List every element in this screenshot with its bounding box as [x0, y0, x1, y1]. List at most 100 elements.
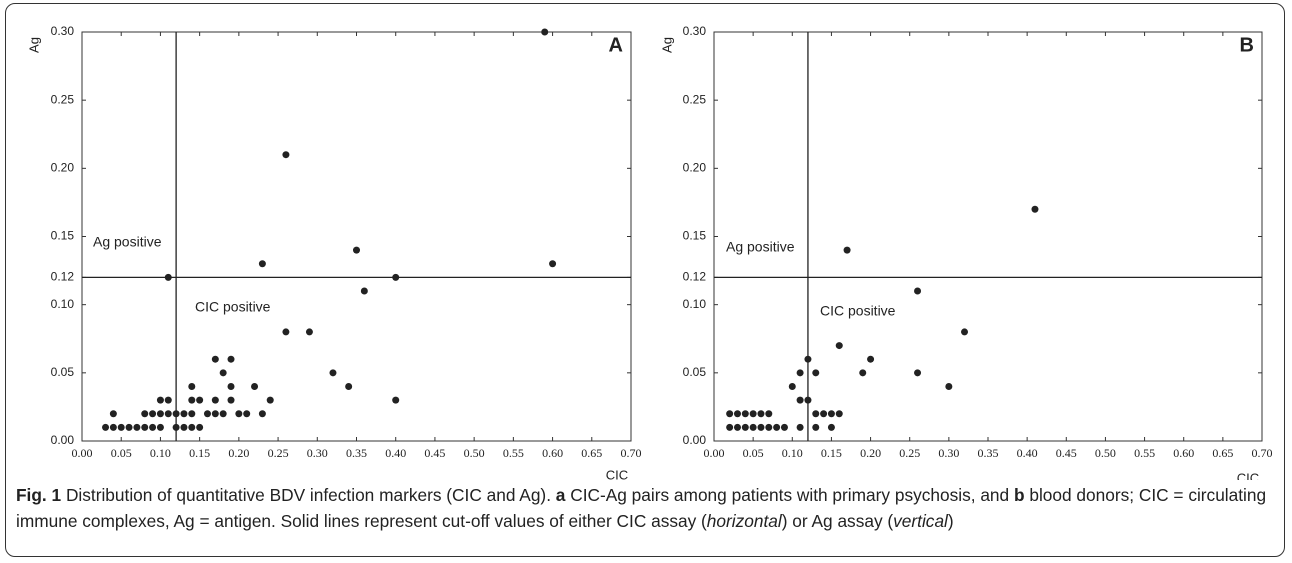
caption-text: blood donors; CIC = circulating immune c… — [16, 485, 1267, 531]
data-point — [733, 410, 741, 418]
x-tick-label: 0.20 — [228, 446, 249, 460]
caption-text: ) or Ag assay ( — [781, 511, 894, 531]
x-tick-label: 0.10 — [782, 446, 803, 460]
x-tick-label: 0.30 — [307, 446, 328, 460]
data-point — [156, 410, 164, 418]
data-point — [796, 423, 804, 431]
data-point — [141, 410, 149, 418]
annotation: CIC positive — [195, 299, 271, 315]
data-point — [765, 423, 773, 431]
y-tick-label: 0.30 — [683, 24, 707, 38]
data-point — [541, 28, 549, 36]
data-point — [188, 382, 196, 390]
data-point — [360, 287, 368, 295]
y-tick-label: 0.00 — [51, 433, 75, 447]
data-point — [282, 151, 290, 159]
data-point — [345, 382, 353, 390]
x-tick-label: 0.00 — [72, 446, 93, 460]
data-point — [827, 423, 835, 431]
y-tick-label: 0.15 — [683, 229, 707, 243]
caption-text: ) — [947, 511, 954, 531]
plot-frame — [81, 31, 632, 442]
plot-frame — [713, 31, 1263, 442]
data-point — [227, 355, 235, 363]
data-point — [353, 246, 360, 254]
data-point — [251, 382, 259, 390]
data-point — [796, 369, 804, 377]
y-tick-label: 0.05 — [683, 365, 707, 379]
x-tick-label: 0.25 — [899, 446, 920, 460]
y-tick-label: 0.12 — [51, 270, 75, 284]
annotation: CIC positive — [820, 303, 896, 319]
data-point — [843, 246, 851, 254]
data-point — [109, 410, 117, 418]
data-point — [188, 396, 196, 404]
x-tick-label: 0.50 — [464, 446, 485, 460]
data-point — [757, 410, 765, 418]
data-point — [172, 410, 180, 418]
caption-label: Fig. 1 — [16, 485, 62, 505]
x-tick-label: 0.35 — [978, 446, 999, 460]
caption: Fig. 1 Distribution of quantitative BDV … — [16, 482, 1278, 534]
data-point — [305, 328, 313, 336]
caption-italic: vertical — [893, 511, 948, 531]
data-point — [133, 423, 141, 431]
x-tick-label: 0.45 — [1056, 446, 1077, 460]
x-tick-label: 0.70 — [621, 446, 642, 460]
y-tick-label: 0.05 — [51, 365, 75, 379]
data-point — [196, 423, 204, 431]
data-point — [188, 423, 196, 431]
data-point — [741, 410, 749, 418]
y-tick-label: 0.12 — [683, 270, 707, 284]
figure: 0.00 0.05 0.10 0.15 0.20 0.25 0.30 0.35 0.40 0.45… — [26, 24, 1272, 480]
data-point — [804, 355, 812, 363]
data-point — [796, 396, 804, 404]
caption-text: CIC-Ag pairs among patients with primary… — [565, 485, 1014, 505]
data-point — [219, 410, 227, 418]
data-point — [282, 328, 290, 336]
data-point — [164, 396, 172, 404]
data-point — [164, 273, 172, 281]
data-point — [788, 382, 796, 390]
x-tick-label: 0.55 — [503, 446, 524, 460]
x-tick-label: 0.15 — [189, 446, 210, 460]
data-point — [859, 369, 867, 377]
data-point — [726, 423, 734, 431]
data-point — [812, 410, 820, 418]
y-tick-label: 0.10 — [683, 297, 707, 311]
data-point — [149, 423, 157, 431]
data-point — [812, 369, 820, 377]
x-tick-label: 0.55 — [1134, 446, 1155, 460]
x-tick-label: 0.40 — [1017, 446, 1038, 460]
data-point — [258, 410, 266, 418]
data-point — [914, 369, 922, 377]
data-point — [757, 423, 765, 431]
y-tick-label: 0.20 — [683, 161, 707, 175]
data-point — [164, 410, 172, 418]
data-point — [867, 355, 875, 363]
data-point — [211, 355, 219, 363]
data-point — [765, 410, 773, 418]
data-point — [180, 423, 188, 431]
x-tick-label: 0.25 — [268, 446, 289, 460]
data-point — [203, 410, 211, 418]
data-point — [227, 382, 235, 390]
data-point — [392, 273, 400, 281]
data-point — [804, 396, 812, 404]
data-point — [961, 328, 969, 336]
x-tick-label: 0.60 — [542, 446, 563, 460]
data-point — [835, 410, 843, 418]
panel-label: A — [609, 34, 623, 56]
data-point — [109, 423, 117, 431]
data-point — [211, 410, 219, 418]
figure-frame — [5, 3, 1285, 557]
data-point — [243, 410, 251, 418]
data-point — [266, 396, 274, 404]
y-tick-label: 0.20 — [51, 161, 75, 175]
data-point — [749, 410, 757, 418]
data-point — [258, 260, 266, 268]
data-point — [749, 423, 757, 431]
data-point — [1031, 205, 1039, 213]
data-point — [392, 396, 400, 404]
